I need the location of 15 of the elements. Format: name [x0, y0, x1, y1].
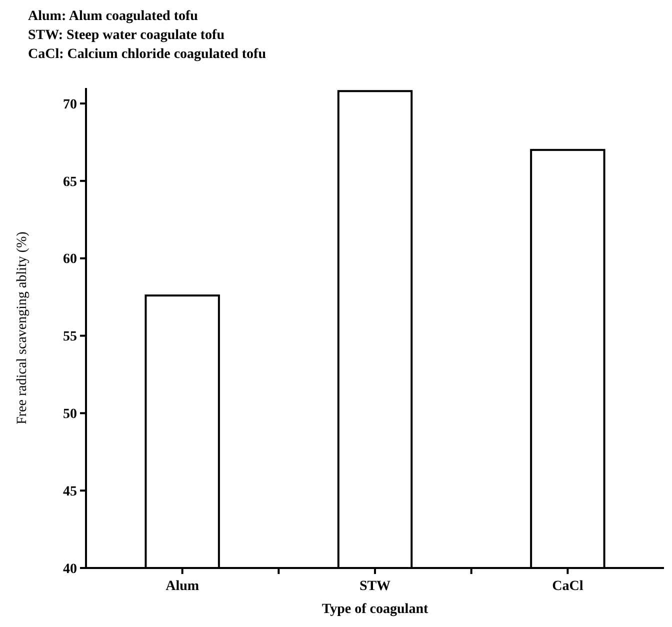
text: CaCl: Calcium chloride coagulated tofu: [28, 47, 266, 62]
text: Alum: Alum coagulated tofu: [28, 9, 198, 24]
x-tick-label: CaCl: [552, 579, 584, 594]
y-tick-label: 65: [63, 174, 77, 190]
y-tick-label: 40: [63, 562, 77, 577]
y-axis-title: Free radical scavenging ablity (%): [15, 231, 30, 424]
y-tick-label: 70: [63, 97, 77, 112]
y-tick-label: 60: [63, 252, 77, 268]
y-tick-label: 55: [63, 330, 77, 345]
x-tick-label: Alum: [166, 579, 200, 594]
text: STW: Steep water coagulate tofu: [28, 28, 225, 43]
x-axis-title: Type of coagulant: [322, 602, 428, 617]
x-tick-label: STW: [359, 579, 391, 594]
y-tick-label: 45: [63, 484, 77, 500]
y-tick-label: 50: [63, 407, 77, 422]
